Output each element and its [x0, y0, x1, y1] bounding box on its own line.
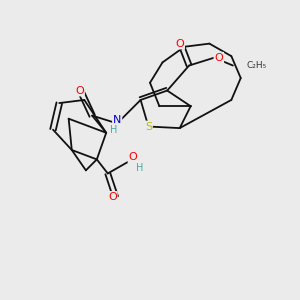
Text: C₂H₅: C₂H₅: [247, 61, 267, 70]
Text: O: O: [175, 39, 184, 49]
Text: N: N: [113, 115, 121, 125]
Text: S: S: [145, 122, 152, 131]
Text: H: H: [110, 125, 117, 135]
Text: O: O: [75, 85, 84, 96]
Text: H: H: [136, 163, 143, 173]
Text: O: O: [214, 53, 223, 63]
Text: O: O: [128, 152, 137, 162]
Text: O: O: [108, 192, 117, 202]
